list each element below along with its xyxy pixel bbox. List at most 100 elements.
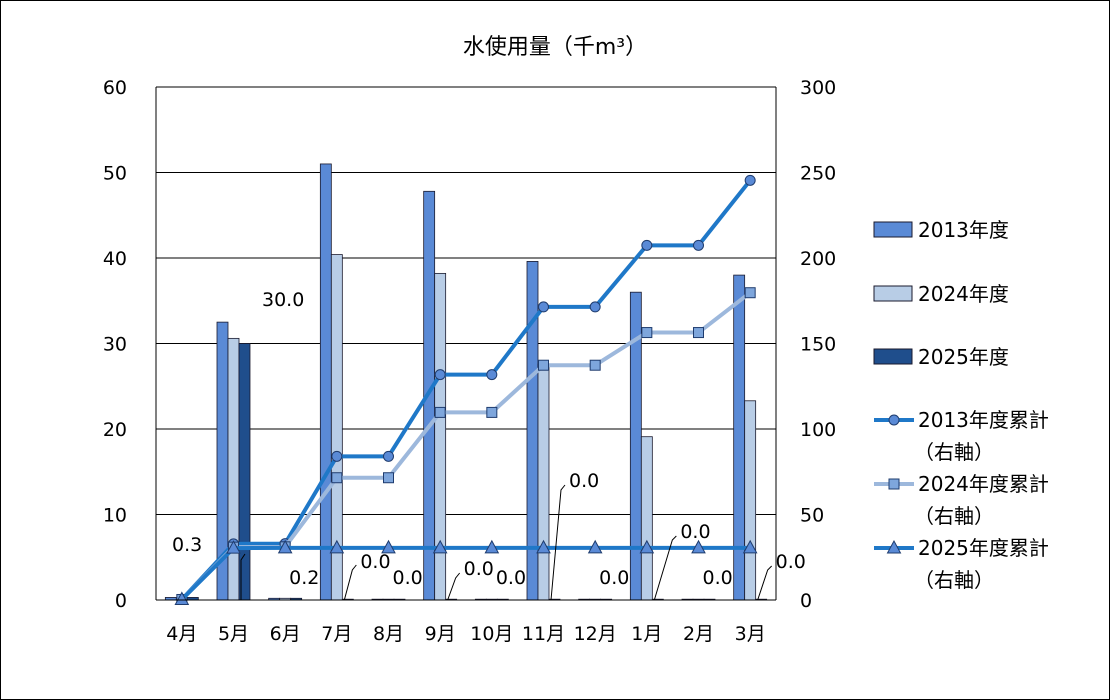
- point-marker: [744, 287, 756, 299]
- point-marker: [693, 239, 704, 251]
- y-right-tick-label: 200: [800, 248, 836, 270]
- point-marker: [486, 406, 498, 418]
- leader-line: [757, 565, 773, 601]
- point-marker: [538, 359, 549, 371]
- leader-line: [240, 553, 246, 600]
- point-marker: [536, 539, 551, 554]
- point-marker: [174, 591, 190, 605]
- point-marker: [331, 450, 343, 462]
- y-left-tick-label: 20: [103, 419, 127, 441]
- leader-line: [447, 572, 461, 601]
- legend-label: 2024年度累計: [918, 472, 1049, 496]
- line-marks: [174, 174, 758, 605]
- y-left-tick-label: 50: [103, 163, 127, 185]
- point-marker: [226, 540, 241, 554]
- leader-line: [343, 564, 357, 601]
- point-marker: [486, 369, 498, 381]
- point-marker: [641, 239, 653, 251]
- legend-label: 2025年度累計: [918, 536, 1049, 560]
- legend-swatch: [873, 285, 913, 302]
- legend-label: 2024年度: [918, 282, 1009, 306]
- x-tick-label: 3月: [735, 623, 766, 645]
- legend-label: 2013年度累計: [918, 408, 1049, 432]
- x-tick-label: 11月: [522, 623, 565, 645]
- point-marker: [641, 327, 653, 339]
- point-marker: [639, 539, 655, 554]
- series-line: [180, 291, 752, 601]
- legend: 2013年度 2024年度 2025年度 2013年度累計 （右軸） 2024年度累計 （右…: [873, 218, 1049, 592]
- legend-swatch: [873, 348, 913, 365]
- point-marker: [744, 174, 756, 186]
- point-marker: [589, 301, 601, 313]
- data-labels: 0.330.00.20.00.0 0.0 0.00.00.00.00.00.0: [172, 289, 806, 601]
- data-label: 0.0: [496, 567, 526, 589]
- point-marker: [434, 369, 446, 381]
- point-marker: [589, 359, 601, 371]
- leader-line: [653, 535, 677, 601]
- grid-lines: [156, 86, 776, 515]
- bar-marks: [164, 163, 768, 601]
- x-tick-label: 2月: [683, 623, 714, 645]
- data-label: 0.2: [289, 567, 319, 589]
- x-tick-label: 5月: [218, 623, 249, 645]
- data-label: 0.3: [172, 534, 202, 556]
- point-marker: [691, 539, 706, 554]
- data-label: 0.0: [360, 551, 390, 573]
- point-marker: [888, 478, 900, 490]
- y-right-tick-label: 300: [800, 77, 836, 99]
- leader-line: [550, 484, 566, 601]
- bar: [227, 337, 240, 601]
- data-label: 0.0: [569, 470, 599, 492]
- x-tick-label: 6月: [270, 623, 301, 645]
- y-right-tick-label: 250: [800, 163, 836, 185]
- x-tick-label: 12月: [574, 623, 617, 645]
- series-line: [180, 179, 752, 601]
- x-tick-label: 4月: [166, 623, 197, 645]
- data-label: 0.0: [599, 567, 629, 589]
- point-marker: [484, 539, 500, 554]
- legend-label: 2013年度: [918, 218, 1009, 242]
- data-label: 0.0: [393, 567, 423, 589]
- data-label: 30.0: [262, 289, 304, 311]
- legend-label-axis-note: （右軸）: [914, 504, 994, 528]
- bar: [733, 274, 746, 601]
- point-marker: [888, 414, 900, 426]
- series-line: [180, 545, 751, 601]
- data-label: 0.0: [703, 567, 733, 589]
- axes: 0 10 20 30 40 50 60 0 50 100 150 200 250 300 4月 5月 6月 7月 8…: [103, 77, 836, 645]
- point-marker: [693, 327, 704, 339]
- y-right-tick-label: 0: [800, 590, 812, 612]
- point-marker: [587, 539, 603, 554]
- x-tick-label: 1月: [631, 623, 662, 645]
- point-marker: [742, 539, 758, 554]
- bar: [640, 436, 653, 601]
- y-left-tick-label: 10: [103, 505, 127, 527]
- point-marker: [381, 539, 396, 554]
- x-tick-label: 7月: [321, 623, 352, 645]
- legend-swatch: [873, 221, 913, 238]
- point-marker: [277, 539, 293, 554]
- bar: [319, 163, 332, 601]
- point-marker: [331, 472, 343, 484]
- point-marker: [886, 539, 902, 554]
- y-left-tick-label: 60: [103, 77, 127, 99]
- legend-label-axis-note: （右軸）: [914, 440, 994, 464]
- bar: [537, 363, 550, 601]
- y-left-tick-label: 0: [115, 590, 127, 612]
- point-marker: [432, 539, 448, 554]
- point-marker: [434, 406, 446, 418]
- point-marker: [383, 450, 394, 462]
- x-tick-label: 8月: [373, 623, 404, 645]
- y-left-tick-label: 40: [103, 248, 127, 270]
- y-left-tick-label: 30: [103, 334, 127, 356]
- point-marker: [383, 472, 394, 484]
- bar: [744, 400, 757, 601]
- x-tick-label: 10月: [470, 623, 513, 645]
- y-right-tick-label: 100: [800, 419, 836, 441]
- y-right-tick-label: 150: [800, 334, 836, 356]
- data-label: 0.0: [464, 558, 494, 580]
- data-label: 0.0: [680, 521, 710, 543]
- legend-label: 2025年度: [918, 345, 1009, 369]
- x-tick-label: 9月: [425, 623, 456, 645]
